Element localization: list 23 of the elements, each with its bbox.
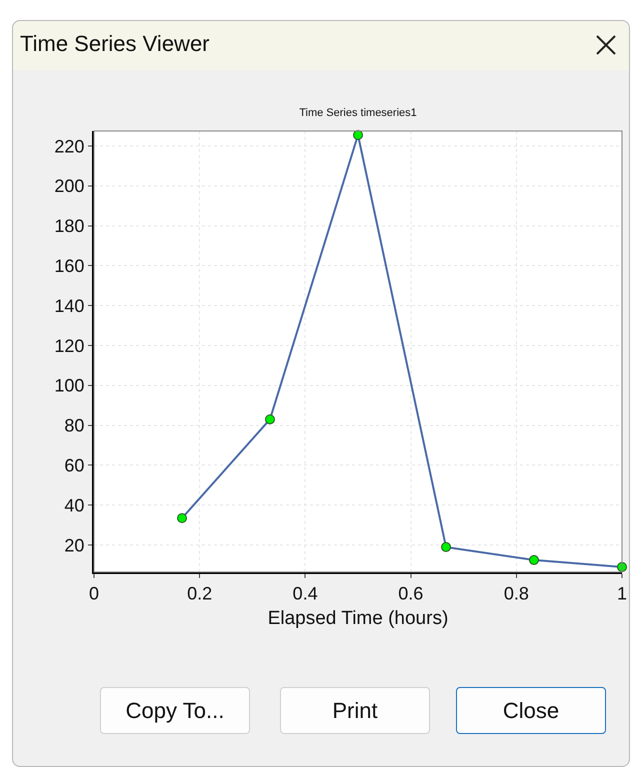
x-tick-label: 0.6 <box>398 584 424 604</box>
y-tick-label: 160 <box>54 256 84 276</box>
x-tick-label: 0.4 <box>292 584 318 604</box>
x-tick-label: 0.2 <box>187 584 212 604</box>
x-tick-label: 0.8 <box>504 584 529 604</box>
text: Print <box>280 687 430 734</box>
x-axis-title: Elapsed Time (hours) <box>268 608 448 629</box>
text: Close <box>456 687 606 734</box>
y-tick-label: 200 <box>54 176 84 196</box>
y-tick-label: 60 <box>64 456 84 476</box>
x-tick-label: 1 <box>616 584 628 604</box>
y-tick-label: 20 <box>64 535 84 556</box>
x-tick-label: 0 <box>88 584 100 604</box>
y-tick-label: 220 <box>54 136 84 156</box>
y-tick-label: 80 <box>64 416 84 436</box>
y-tick-label: 180 <box>54 216 84 236</box>
text: Time Series Viewer <box>20 31 210 57</box>
chart-title: Time Series timeseries1 <box>299 106 417 119</box>
y-tick-label: 120 <box>54 336 84 356</box>
y-tick-label: 140 <box>54 296 84 316</box>
y-tick-label: 40 <box>64 495 84 516</box>
text: Copy To... <box>100 687 250 734</box>
y-tick-label: 100 <box>54 376 84 396</box>
